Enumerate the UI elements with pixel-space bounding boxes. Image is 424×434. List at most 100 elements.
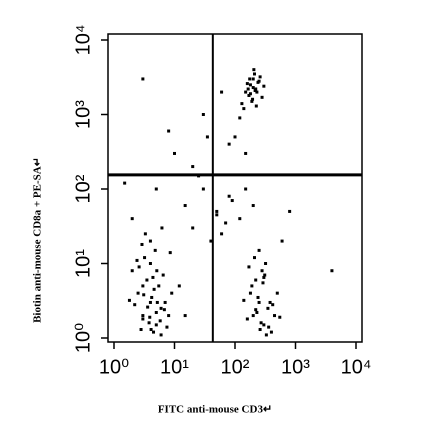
dot	[165, 325, 169, 329]
dot	[256, 295, 260, 299]
x-tick-label: 10⁴	[341, 356, 372, 378]
dot	[259, 321, 263, 325]
dot	[257, 300, 261, 304]
dot	[183, 314, 187, 318]
dot	[141, 77, 145, 81]
dot	[137, 265, 141, 269]
dot	[248, 291, 252, 295]
dot	[247, 265, 251, 269]
dot	[260, 269, 264, 273]
dot	[145, 278, 149, 282]
dot	[330, 269, 334, 273]
dot	[248, 77, 252, 81]
dot	[148, 300, 152, 304]
dot	[149, 328, 153, 332]
dot	[248, 92, 252, 96]
dot	[280, 239, 284, 243]
dot	[257, 248, 261, 252]
dot	[130, 217, 134, 221]
dot	[191, 226, 195, 230]
dot	[238, 116, 242, 120]
dot	[123, 181, 127, 185]
dot	[227, 142, 231, 146]
dot	[255, 90, 259, 94]
dot	[246, 87, 250, 91]
dot	[159, 306, 163, 310]
dot	[238, 217, 242, 221]
dot	[258, 328, 262, 332]
dot	[240, 102, 244, 106]
dot	[157, 284, 161, 288]
dot	[148, 239, 152, 243]
dot	[288, 209, 292, 213]
dot	[141, 317, 145, 321]
y-tick-label: 10¹	[72, 249, 94, 278]
dot	[275, 291, 279, 295]
x-tick-label: 10¹	[160, 356, 189, 378]
dot	[133, 303, 137, 307]
dot	[155, 269, 159, 273]
dot	[140, 242, 144, 246]
dot	[251, 314, 255, 318]
dot	[242, 107, 246, 111]
dot	[146, 305, 150, 309]
dot	[147, 321, 151, 325]
dot	[209, 239, 213, 243]
x-axis-label: FITC anti-mouse CD3↵	[158, 404, 272, 416]
dot	[161, 273, 165, 277]
dot	[251, 97, 255, 101]
dot	[191, 165, 195, 169]
dot	[254, 278, 258, 282]
x-tick-label: 10²	[221, 356, 250, 378]
dot	[215, 213, 219, 217]
x-tick-label: 10⁰	[99, 356, 129, 378]
dot	[250, 99, 254, 103]
y-tick-label: 10⁴	[72, 25, 94, 56]
dot	[159, 333, 163, 337]
dot	[252, 72, 256, 76]
dot	[148, 262, 152, 265]
dot	[135, 258, 139, 262]
dot	[167, 314, 171, 318]
dot	[262, 323, 266, 327]
dot	[177, 284, 181, 288]
y-axis-label: Biotin anti-mouse CD8a + PE-SA↵	[32, 157, 44, 323]
dot	[269, 330, 273, 334]
dot	[167, 129, 171, 133]
dot	[227, 194, 231, 198]
dot	[205, 135, 209, 139]
dot	[271, 303, 275, 307]
dot	[162, 308, 166, 312]
dot	[139, 328, 143, 332]
y-tick-label: 10⁰	[72, 323, 94, 353]
dot	[173, 151, 176, 155]
dot	[143, 256, 147, 260]
dot	[262, 84, 266, 88]
dot	[273, 314, 277, 318]
dot	[252, 68, 256, 72]
dot	[143, 232, 147, 236]
dot	[154, 323, 158, 327]
dot	[254, 104, 258, 108]
dot	[260, 95, 264, 99]
dot	[152, 287, 156, 291]
dot	[163, 300, 167, 304]
plot-frame	[107, 33, 363, 343]
dot	[256, 80, 260, 84]
dot	[151, 275, 155, 279]
dot	[262, 275, 266, 279]
dot	[251, 86, 255, 90]
y-tick-label: 10³	[72, 100, 94, 129]
dot	[201, 187, 205, 191]
dot	[253, 88, 257, 92]
dot	[230, 199, 234, 203]
dot	[264, 333, 268, 337]
dot	[266, 306, 270, 310]
dot	[170, 291, 174, 295]
dot	[254, 87, 258, 91]
dot	[245, 82, 249, 86]
dot	[263, 273, 267, 277]
dot	[261, 281, 265, 285]
